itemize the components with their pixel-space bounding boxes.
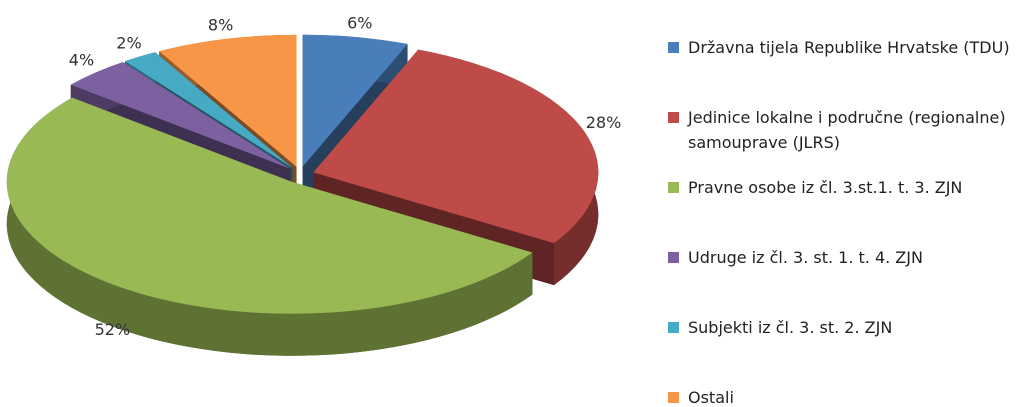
slice-top: [124, 52, 293, 168]
legend-label: Ostali: [688, 388, 734, 407]
data-label: 28%: [586, 113, 622, 132]
slice-top: [70, 62, 291, 169]
legend-swatch: [668, 252, 679, 263]
data-label: 4%: [69, 51, 94, 70]
legend-swatch: [668, 392, 679, 403]
legend-swatch: [668, 182, 679, 193]
legend-label: Pravne osobe iz čl. 3.st.1. t. 3. ZJN: [688, 178, 963, 197]
legend-swatch: [668, 322, 679, 333]
data-label: 2%: [116, 34, 141, 53]
data-label: 6%: [347, 13, 372, 32]
slice-top: [302, 34, 408, 167]
legend-label: Državna tijela Republike Hrvatske (TDU): [688, 38, 1010, 57]
legend-item: Pravne osobe iz čl. 3.st.1. t. 3. ZJN: [668, 175, 1024, 200]
legend-label: Subjekti iz čl. 3. st. 2. ZJN: [688, 318, 893, 337]
data-label: 52%: [95, 320, 131, 339]
legend-item: Državna tijela Republike Hrvatske (TDU): [668, 35, 1024, 60]
legend-label: Udruge iz čl. 3. st. 1. t. 4. ZJN: [688, 248, 923, 267]
legend-item: Jedinice lokalne i područne (regionalne)…: [668, 105, 1024, 155]
legend-swatch: [668, 42, 679, 53]
slice-top: [313, 49, 599, 244]
legend-item: Udruge iz čl. 3. st. 1. t. 4. ZJN: [668, 245, 1024, 270]
legend-swatch: [668, 112, 679, 123]
data-label: 8%: [208, 15, 233, 34]
slice-top: [6, 97, 533, 314]
legend-item: Subjekti iz čl. 3. st. 2. ZJN: [668, 315, 1024, 340]
legend-item: Ostali: [668, 385, 1024, 407]
slice: [6, 97, 533, 356]
slice-top: [159, 34, 297, 167]
pie-area: 6% 28% 52% 4% 2% 8%: [6, 13, 622, 356]
legend-label: Jedinice lokalne i područne (regionalne)…: [688, 108, 1006, 152]
